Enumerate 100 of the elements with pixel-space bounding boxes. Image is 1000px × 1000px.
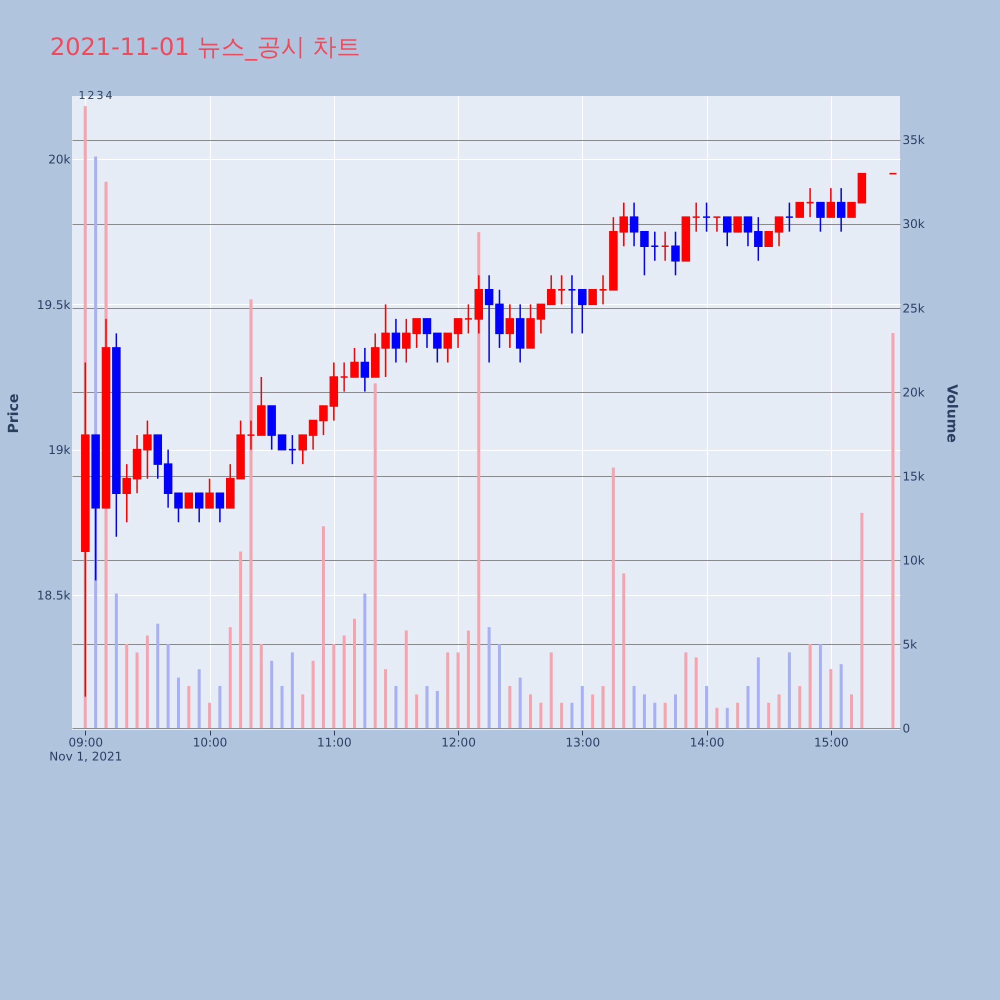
bar [632,686,636,728]
bar [363,594,366,728]
bar [425,686,428,728]
bar [146,636,149,728]
bar [653,702,656,728]
candlestick [184,492,194,508]
candlestick [194,492,204,523]
candlestick [412,318,421,349]
candlestick [360,347,370,392]
y2-tick-label: 0 [902,721,910,736]
candlestick [246,420,256,450]
bar [136,652,139,728]
bar [860,512,864,728]
bar [166,644,170,728]
bar [176,678,180,728]
bar [508,686,512,728]
candlestick [381,304,390,378]
candlestick [278,434,286,450]
bar [518,678,522,728]
y-tick-label: 19k [48,443,71,458]
bar [726,708,729,728]
candlestick [557,274,566,306]
bar [322,526,325,728]
annotation: 2 [88,89,94,102]
x-tick-label: 13:00 [566,736,600,750]
bar [384,669,388,728]
bar [850,694,854,728]
bar [829,669,832,728]
bar [290,652,294,728]
bar [228,627,232,728]
bar [694,657,698,728]
y2-tick-label: 10k [902,553,925,568]
candlestick [733,216,742,232]
candlestick [588,289,597,306]
candlestick [340,362,348,392]
bar [208,702,212,728]
candlestick [205,478,214,508]
bar [684,652,688,728]
bar [374,383,377,728]
bar [498,644,501,728]
candlestick [671,230,680,276]
candlestick [298,434,307,465]
bar [736,702,740,728]
bar [602,686,605,728]
chart-title: 2021-11-01 뉴스_공시 차트 [50,33,361,61]
candlestick [702,202,711,232]
x-tick-label: 10:00 [192,736,228,750]
bar [446,652,450,728]
candlestick [433,332,442,364]
bar [612,467,615,728]
candlestick [464,304,473,334]
candlestick [122,463,131,523]
bar [125,644,128,728]
bar [570,702,574,728]
x-tick-label: 11:00 [316,736,352,750]
bar [187,686,190,728]
candlestick [692,202,700,232]
candlestick [288,434,297,465]
candlestick [619,202,628,247]
bar [312,660,315,728]
bar [404,630,408,728]
y2-tick-label: 20k [902,385,925,400]
bar [642,694,646,728]
bar [778,694,781,728]
bar [436,691,439,728]
x-tick-label: 12:00 [441,736,476,750]
candlestick [506,304,514,349]
annotation: 1 [78,89,86,102]
candlestick [744,216,752,247]
bar [756,657,760,728]
x-tick-label: 15:00 [814,736,849,750]
candlestick [754,216,763,262]
candlestick [806,187,814,218]
candlestick [650,230,660,262]
y2-tick-label: 15k [902,469,925,484]
bar [705,686,708,728]
bar [270,660,274,728]
bar [550,652,553,728]
y-axis-title: Price [6,394,22,434]
bar [580,686,584,728]
bar [560,702,564,728]
bar [788,652,791,728]
bar [394,686,398,728]
bar [715,708,718,728]
candlestick [764,230,773,247]
bar [249,299,252,728]
bar [767,702,770,728]
candlestick [578,289,587,334]
candlestick [392,318,400,364]
y2-axis-title: Volume [944,384,960,443]
candlestick [402,318,411,364]
y-tick-label: 18.5k [36,588,71,602]
candlestick [712,216,722,232]
bar [415,694,418,728]
bar [156,624,160,728]
bar [332,644,336,728]
annotation: 3 [96,89,104,102]
bar [260,644,263,728]
bar [353,618,356,728]
bar [114,594,118,728]
